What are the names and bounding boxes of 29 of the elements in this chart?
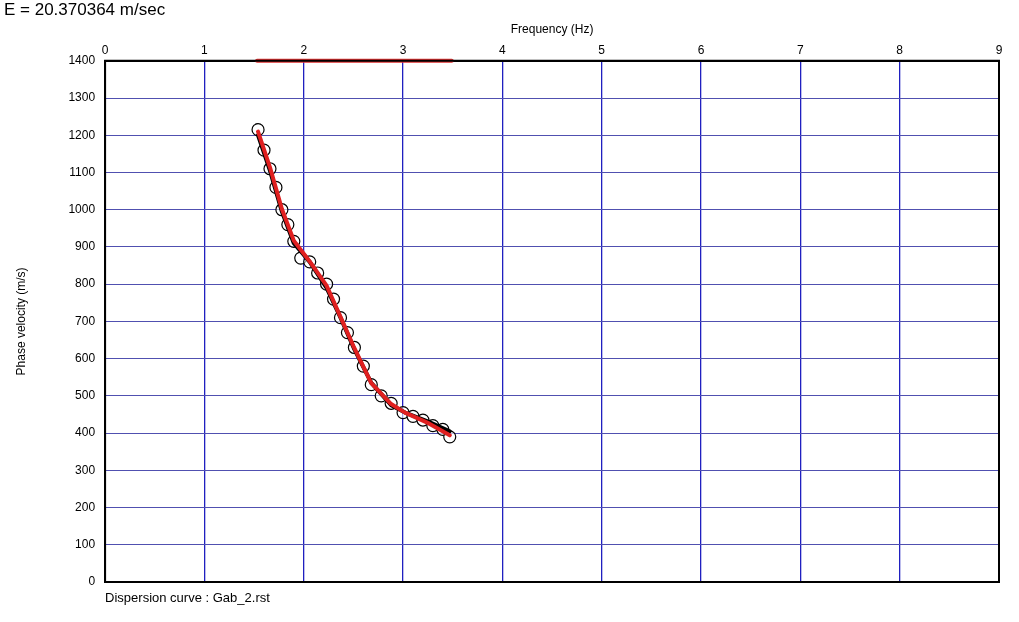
y-tick-label: 1200 bbox=[68, 127, 96, 142]
text: Dispersion curve : Gab_2.rst bbox=[105, 590, 271, 606]
x-tick-label: 5 bbox=[598, 42, 606, 57]
x-tick-label: 3 bbox=[399, 42, 407, 57]
y-tick-label: 500 bbox=[75, 388, 96, 403]
y-tick-label: 900 bbox=[75, 239, 96, 254]
y-tick-label: 200 bbox=[75, 499, 96, 514]
y-tick-label: 700 bbox=[75, 313, 96, 328]
y-tick-label: 400 bbox=[75, 425, 96, 440]
y-tick-label: 100 bbox=[75, 537, 96, 552]
x-tick-label: 0 bbox=[101, 42, 109, 57]
x-tick-label: 1 bbox=[201, 42, 209, 57]
x-axis-title: Frequency (Hz) bbox=[510, 21, 594, 36]
y-tick-label: 1000 bbox=[68, 202, 96, 217]
y-axis-title: Phase velocity (m/s) bbox=[13, 267, 28, 376]
y-tick-label: 800 bbox=[75, 276, 96, 291]
x-tick-label: 6 bbox=[697, 42, 705, 57]
x-tick-label: 8 bbox=[896, 42, 904, 57]
y-tick-label: 1300 bbox=[68, 90, 96, 105]
y-tick-label: 0 bbox=[88, 574, 96, 589]
y-tick-label: 1400 bbox=[68, 53, 96, 68]
y-tick-label: 600 bbox=[75, 350, 96, 365]
chart-title: E = 20.370364 m/sec bbox=[4, 0, 166, 20]
x-tick-label: 9 bbox=[995, 42, 1003, 57]
x-tick-label: 2 bbox=[300, 42, 308, 57]
x-tick-label: 7 bbox=[797, 42, 805, 57]
y-tick-label: 300 bbox=[75, 462, 96, 477]
x-tick-label: 4 bbox=[499, 42, 507, 57]
y-tick-label: 1100 bbox=[69, 164, 96, 179]
